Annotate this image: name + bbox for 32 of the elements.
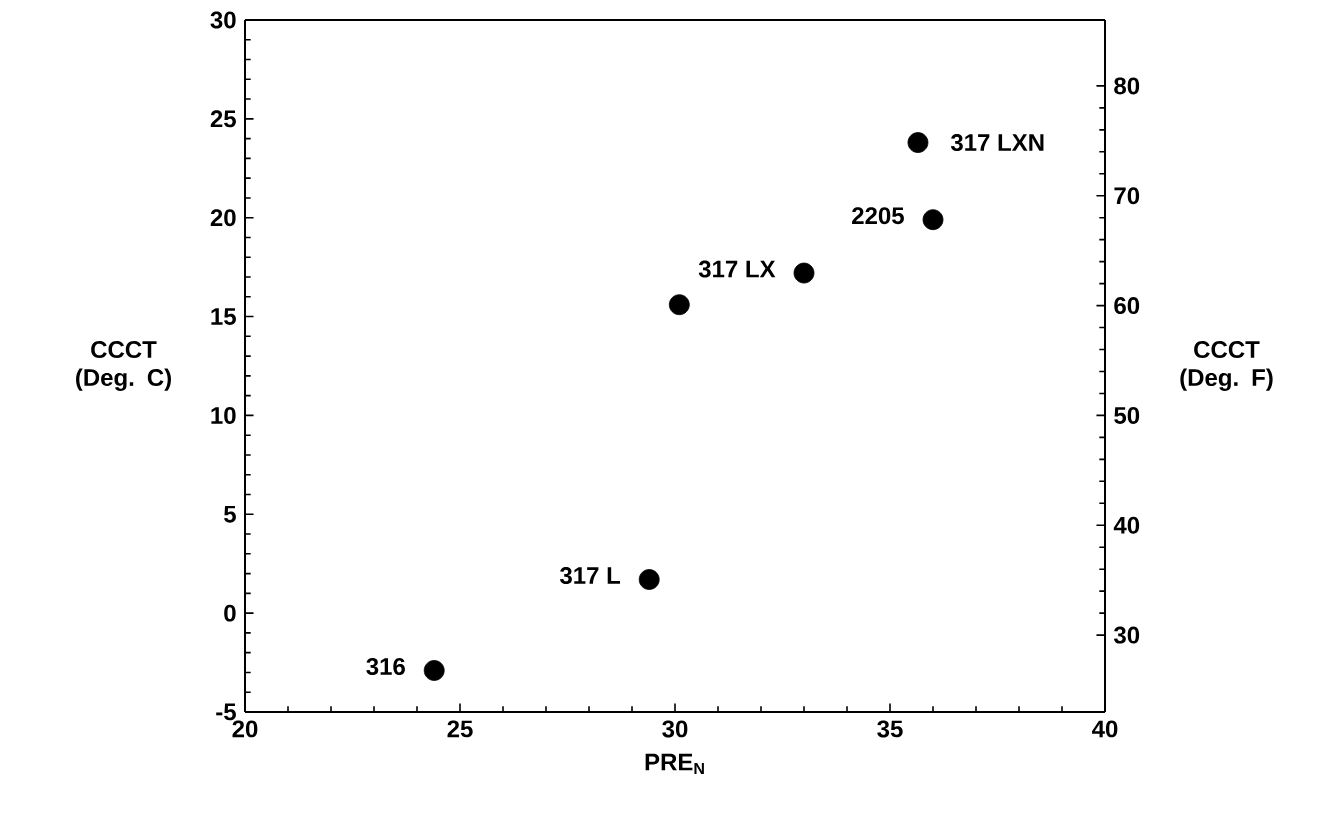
y2-tick-label: 40 [1113,516,1140,534]
point [668,294,690,316]
y2-axis-title: CCCT (Deg. F) [1180,341,1273,391]
annotation: 316 [366,657,405,675]
y-tick-label: -5 [216,703,236,721]
point [922,209,944,231]
x-tick-label: 30 [662,720,688,738]
annotation: 317 LX [698,260,776,278]
x-tick-label: 40 [1092,720,1118,738]
point [638,569,660,590]
y-tick-label: 20 [210,209,236,227]
y-tick-label: 5 [224,505,236,523]
x-tick-label: 35 [877,720,903,738]
annotation: 2205 [852,207,904,225]
y-tick-label: 15 [211,308,236,325]
annotation: 317 L [560,567,621,585]
y-tick-label: 25 [210,110,236,128]
y-tick-label: 30 [210,11,236,29]
y-tick-label: 10 [211,406,236,424]
point [423,660,445,681]
y2-tick-label: 70 [1114,187,1140,205]
x-axis-title: PRE$_{N}$ [645,753,704,774]
x-tick-label: 25 [447,720,473,738]
y2-tick-label: 30 [1113,626,1140,644]
y-tick-label: 0 [224,604,236,622]
point [907,132,929,153]
y2-tick-label: 50 [1114,406,1140,424]
y2-tick-label: 80 [1114,77,1140,95]
annotation: 317 LXN [950,134,1044,152]
y-axis-title: CCCT (Deg. C) [76,341,171,391]
point [793,262,815,284]
y2-tick-label: 60 [1114,297,1140,315]
